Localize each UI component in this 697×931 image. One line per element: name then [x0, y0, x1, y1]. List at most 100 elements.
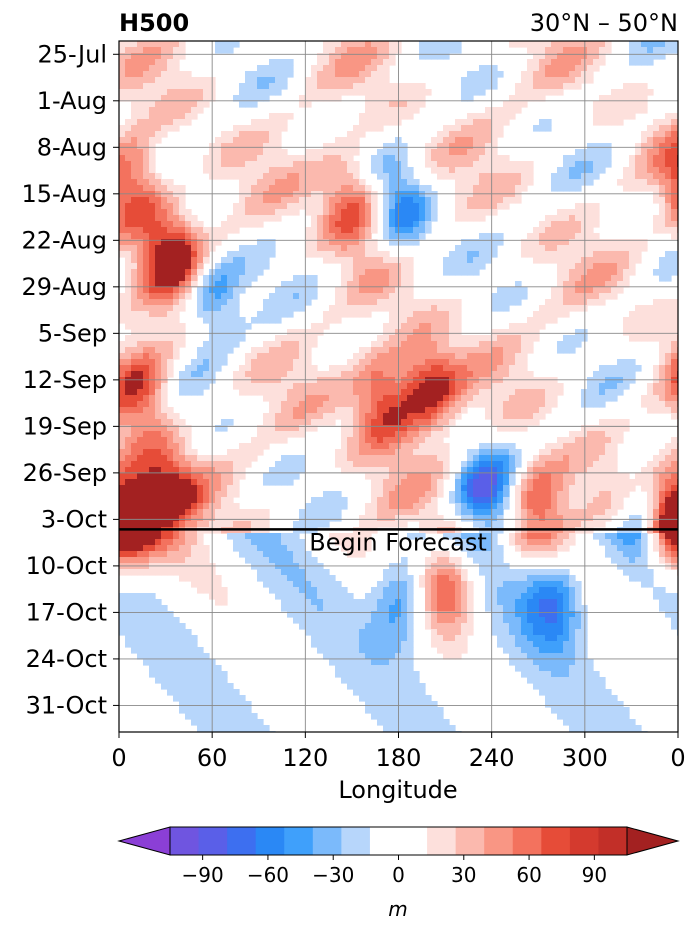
heatmap-cell	[185, 209, 192, 216]
heatmap-cell	[641, 473, 648, 480]
heatmap-cell	[443, 413, 450, 420]
heatmap-cell	[599, 521, 606, 528]
heatmap-cell	[539, 449, 546, 456]
heatmap-cell	[149, 101, 156, 108]
heatmap-cell	[401, 395, 408, 402]
heatmap-cell	[365, 395, 372, 402]
heatmap-cell	[467, 143, 474, 150]
heatmap-cell	[155, 323, 162, 330]
heatmap-cell	[311, 287, 318, 294]
heatmap-cell	[227, 299, 234, 306]
heatmap-cell	[455, 305, 462, 312]
heatmap-cell	[137, 149, 144, 156]
heatmap-cell	[299, 281, 306, 288]
heatmap-cell	[665, 395, 672, 402]
heatmap-cell	[575, 53, 582, 60]
heatmap-cell	[443, 425, 450, 432]
heatmap-cell	[221, 257, 228, 264]
heatmap-cell	[443, 467, 450, 474]
heatmap-cell	[587, 443, 594, 450]
heatmap-cell	[227, 491, 234, 498]
heatmap-cell	[659, 197, 666, 204]
heatmap-cell	[425, 515, 432, 522]
heatmap-cell	[341, 185, 348, 192]
heatmap-cell	[461, 461, 468, 468]
heatmap-cell	[491, 71, 498, 78]
heatmap-cell	[455, 167, 462, 174]
heatmap-cell	[419, 395, 426, 402]
heatmap-cell	[299, 401, 306, 408]
heatmap-cell	[155, 269, 162, 276]
heatmap-cell	[545, 227, 552, 234]
heatmap-cell	[137, 329, 144, 336]
heatmap-cell	[311, 323, 318, 330]
heatmap-cell	[161, 491, 168, 498]
heatmap-cell	[425, 479, 432, 486]
heatmap-cell	[341, 191, 348, 198]
heatmap-cell	[611, 503, 618, 510]
heatmap-cell	[149, 167, 156, 174]
heatmap-cell	[431, 161, 438, 168]
heatmap-cell	[221, 293, 228, 300]
heatmap-cell	[185, 89, 192, 96]
heatmap-cell	[581, 461, 588, 468]
heatmap-cell	[563, 161, 570, 168]
heatmap-cell	[443, 335, 450, 342]
heatmap-cell	[413, 461, 420, 468]
heatmap-cell	[275, 65, 282, 72]
heatmap-cell	[353, 65, 360, 72]
heatmap-cell	[545, 299, 552, 306]
heatmap-cell	[641, 479, 648, 486]
heatmap-cell	[503, 485, 510, 492]
heatmap-cell	[431, 299, 438, 306]
heatmap-cell	[365, 119, 372, 126]
heatmap-cell	[149, 365, 156, 372]
heatmap-cell	[329, 401, 336, 408]
heatmap-cell	[371, 203, 378, 210]
heatmap-cell	[671, 455, 678, 462]
heatmap-cell	[491, 353, 498, 360]
heatmap-cell	[509, 299, 516, 306]
heatmap-cell	[551, 257, 558, 264]
heatmap-cell	[551, 233, 558, 240]
heatmap-cell	[659, 353, 666, 360]
heatmap-cell	[551, 509, 558, 516]
heatmap-cell	[161, 437, 168, 444]
heatmap-cell	[341, 71, 348, 78]
heatmap-cell	[593, 281, 600, 288]
heatmap-cell	[347, 203, 354, 210]
heatmap-cell	[629, 263, 636, 270]
heatmap-cell	[203, 275, 210, 282]
heatmap-cell	[377, 371, 384, 378]
heatmap-cell	[659, 401, 666, 408]
heatmap-cell	[263, 185, 270, 192]
heatmap-cell	[593, 59, 600, 66]
heatmap-cell	[347, 167, 354, 174]
heatmap-cell	[269, 359, 276, 366]
heatmap-cell	[383, 287, 390, 294]
heatmap-cell	[125, 509, 132, 516]
heatmap-cell	[257, 221, 264, 228]
heatmap-cell	[575, 47, 582, 54]
heatmap-cell	[467, 89, 474, 96]
heatmap-cell	[509, 185, 516, 192]
heatmap-cell	[125, 515, 132, 522]
heatmap-cell	[251, 185, 258, 192]
heatmap-cell	[269, 71, 276, 78]
heatmap-cell	[557, 383, 564, 390]
heatmap-cell	[155, 47, 162, 54]
heatmap-cell	[383, 209, 390, 216]
heatmap-cell	[131, 209, 138, 216]
heatmap-cell	[149, 455, 156, 462]
heatmap-cell	[383, 65, 390, 72]
heatmap-cell	[449, 371, 456, 378]
heatmap-cell	[539, 257, 546, 264]
heatmap-cell	[575, 227, 582, 234]
heatmap-cell	[185, 473, 192, 480]
heatmap-cell	[641, 335, 648, 342]
heatmap-cell	[455, 317, 462, 324]
heatmap-cell	[599, 491, 606, 498]
heatmap-cell	[317, 197, 324, 204]
heatmap-cell	[167, 221, 174, 228]
heatmap-cell	[143, 287, 150, 294]
